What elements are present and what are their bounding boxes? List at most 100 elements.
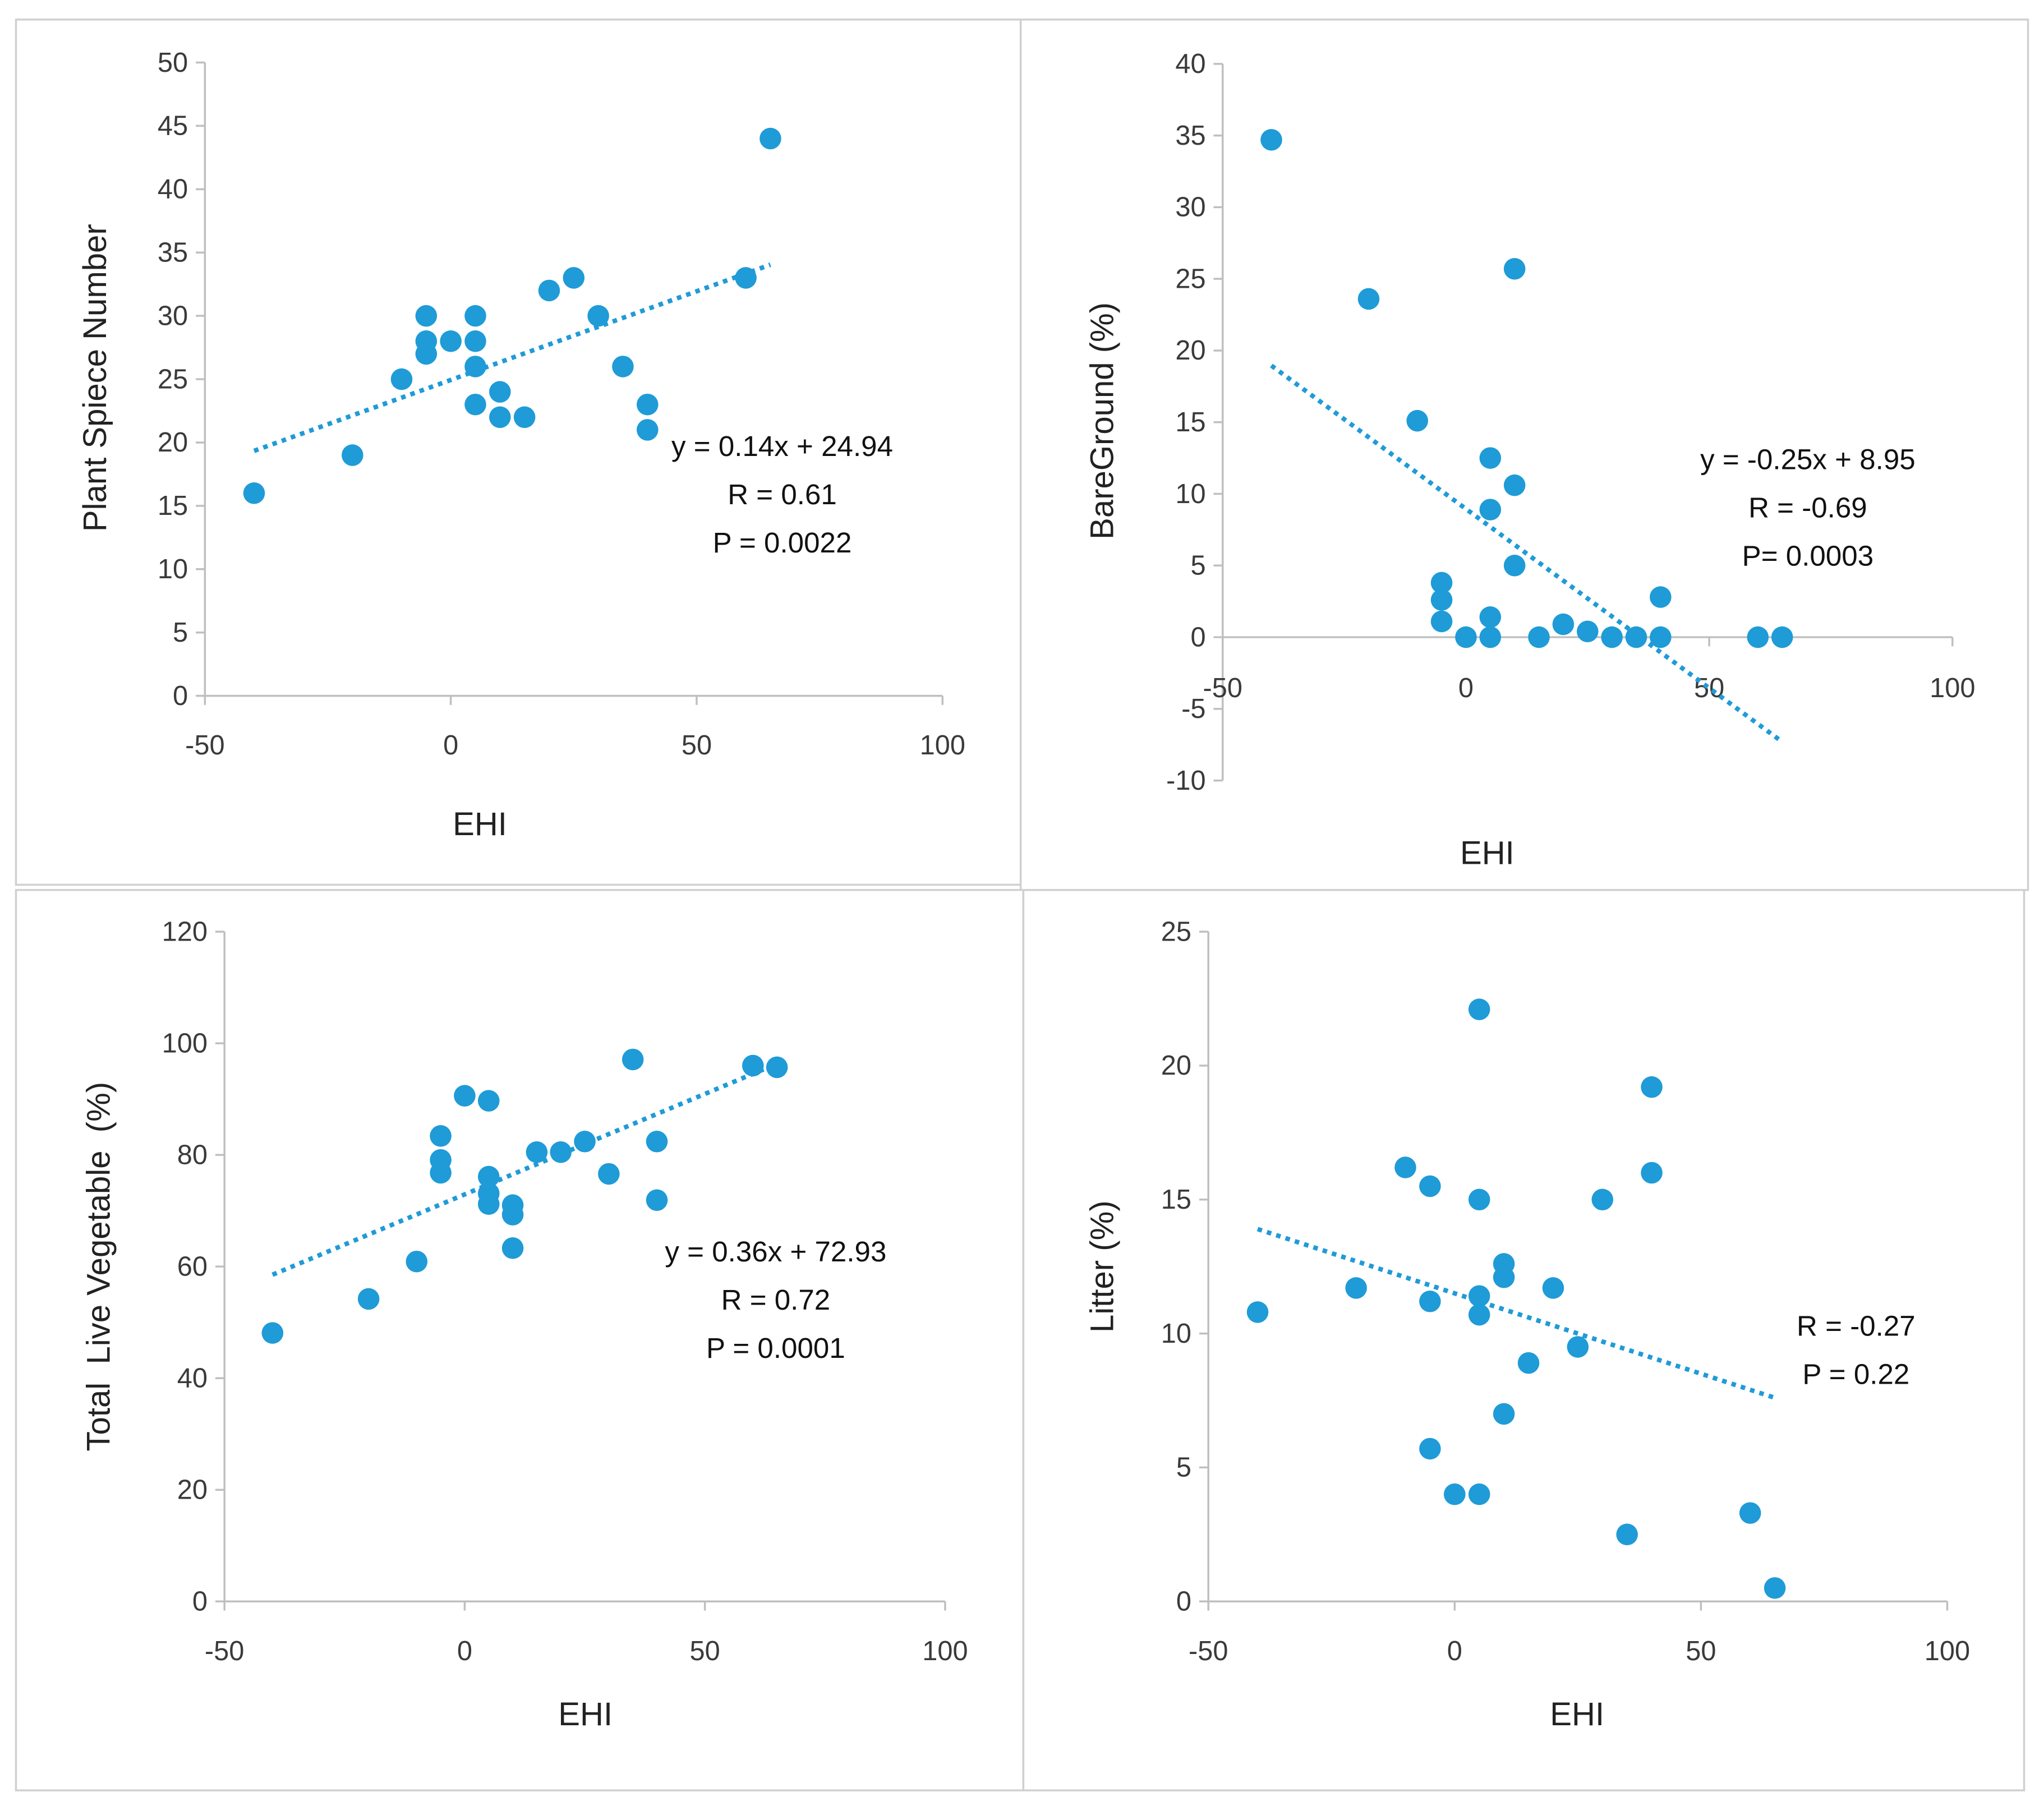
data-point bbox=[1503, 258, 1526, 280]
chart-litter: 0 5 10 15 20 25 -50 0 50 100 EHI Litter (%) R = -0.2… bbox=[1084, 916, 1971, 1733]
y-tick-label: 30 bbox=[1175, 192, 1205, 223]
panel-frame-live-vegetable bbox=[15, 889, 1025, 1791]
y-tick-label: 0 bbox=[1176, 1587, 1191, 1617]
data-point bbox=[390, 368, 413, 390]
x-tick-label: -50 bbox=[1203, 673, 1242, 703]
y-axis-title: Plant Spiece Number bbox=[77, 224, 113, 532]
stat-annotation: R = -0.69 bbox=[1748, 491, 1867, 523]
y-tick-label: 10 bbox=[1161, 1319, 1191, 1349]
data-point bbox=[1503, 474, 1526, 496]
data-point bbox=[406, 1250, 428, 1273]
data-point bbox=[342, 444, 363, 466]
data-point bbox=[550, 1141, 572, 1163]
data-point bbox=[477, 1193, 500, 1215]
y-tick-label: 20 bbox=[1161, 1051, 1191, 1081]
data-point bbox=[1468, 1483, 1490, 1505]
y-tick-label: 15 bbox=[1161, 1185, 1191, 1215]
stat-annotation: y = -0.25x + 8.95 bbox=[1700, 443, 1916, 475]
data-point bbox=[1479, 447, 1502, 469]
y-tick-label: 20 bbox=[158, 427, 188, 458]
y-tick-label: 10 bbox=[158, 554, 188, 584]
data-point bbox=[563, 267, 585, 289]
data-point bbox=[1591, 1188, 1614, 1211]
data-point bbox=[1419, 1175, 1441, 1197]
data-point bbox=[357, 1288, 380, 1310]
y-tick-label: 5 bbox=[1190, 551, 1205, 581]
data-point bbox=[1479, 606, 1502, 628]
data-point bbox=[1260, 129, 1282, 151]
x-tick-label: 0 bbox=[443, 730, 458, 761]
data-point bbox=[1625, 626, 1647, 648]
data-point bbox=[1345, 1277, 1367, 1299]
y-axis-title: Litter (%) bbox=[1084, 1200, 1121, 1333]
data-point bbox=[598, 1163, 620, 1185]
x-tick-label: 0 bbox=[457, 1636, 472, 1666]
x-tick-label: -50 bbox=[205, 1636, 244, 1666]
data-point bbox=[1357, 288, 1380, 310]
y-tick-label: 100 bbox=[162, 1028, 208, 1058]
data-point bbox=[1771, 626, 1793, 648]
stat-annotation: P = 0.22 bbox=[1802, 1358, 1909, 1390]
data-point bbox=[735, 267, 757, 289]
data-point bbox=[415, 343, 438, 365]
data-point bbox=[1641, 1162, 1663, 1184]
data-point bbox=[501, 1237, 524, 1259]
stat-annotation: R = 0.61 bbox=[728, 478, 837, 510]
x-tick-label: 0 bbox=[1447, 1636, 1462, 1666]
data-point bbox=[1430, 572, 1453, 594]
data-point bbox=[1468, 1285, 1490, 1307]
data-point bbox=[1455, 626, 1477, 648]
data-point bbox=[574, 1130, 596, 1153]
data-point bbox=[1246, 1301, 1269, 1323]
trendline bbox=[271, 1061, 778, 1277]
y-tick-label: 80 bbox=[177, 1140, 208, 1170]
x-tick-label: -50 bbox=[1189, 1636, 1228, 1666]
data-point bbox=[430, 1125, 452, 1147]
y-tick-label: 20 bbox=[177, 1475, 208, 1505]
data-point bbox=[1616, 1523, 1638, 1546]
data-point bbox=[1493, 1403, 1515, 1425]
data-point bbox=[637, 393, 659, 416]
y-tick-label: -10 bbox=[1166, 766, 1205, 796]
data-point bbox=[1552, 613, 1575, 635]
data-point bbox=[1430, 589, 1453, 611]
data-point bbox=[261, 1322, 284, 1344]
y-tick-label: 25 bbox=[158, 364, 188, 394]
data-point bbox=[1419, 1290, 1441, 1312]
data-point bbox=[1394, 1157, 1416, 1178]
data-point bbox=[622, 1048, 644, 1071]
stat-annotation: y = 0.36x + 72.93 bbox=[665, 1236, 886, 1268]
data-point bbox=[1468, 1188, 1490, 1211]
stat-annotation: R = -0.27 bbox=[1797, 1310, 1916, 1342]
x-axis-title: EHI bbox=[1550, 1696, 1604, 1733]
y-tick-label: 120 bbox=[162, 916, 208, 947]
y-tick-label: 50 bbox=[158, 48, 188, 78]
data-point bbox=[538, 279, 560, 302]
data-point bbox=[1542, 1277, 1564, 1299]
data-point bbox=[1479, 499, 1502, 520]
y-tick-label: 40 bbox=[158, 174, 188, 205]
data-point bbox=[1747, 626, 1769, 648]
x-tick-label: 100 bbox=[1930, 673, 1975, 703]
y-tick-label: 0 bbox=[173, 681, 188, 711]
data-point bbox=[1641, 1076, 1663, 1098]
data-point bbox=[1567, 1336, 1589, 1358]
data-point bbox=[464, 305, 486, 327]
data-point bbox=[464, 330, 486, 352]
data-point bbox=[1503, 555, 1526, 577]
panel-frame-litter bbox=[1022, 889, 2025, 1791]
data-point bbox=[1419, 1438, 1441, 1460]
y-tick-label: 40 bbox=[177, 1363, 208, 1393]
y-tick-label: 40 bbox=[1175, 49, 1205, 79]
data-point bbox=[1517, 1352, 1540, 1374]
y-tick-label: 15 bbox=[1175, 407, 1205, 437]
y-tick-label: 0 bbox=[192, 1587, 208, 1617]
trendline bbox=[1270, 363, 1784, 744]
trendline bbox=[1256, 1227, 1776, 1400]
data-point bbox=[646, 1189, 668, 1211]
data-point bbox=[1444, 1483, 1466, 1505]
y-tick-label: 0 bbox=[1190, 622, 1205, 652]
data-point bbox=[513, 406, 536, 429]
data-point bbox=[489, 381, 511, 403]
